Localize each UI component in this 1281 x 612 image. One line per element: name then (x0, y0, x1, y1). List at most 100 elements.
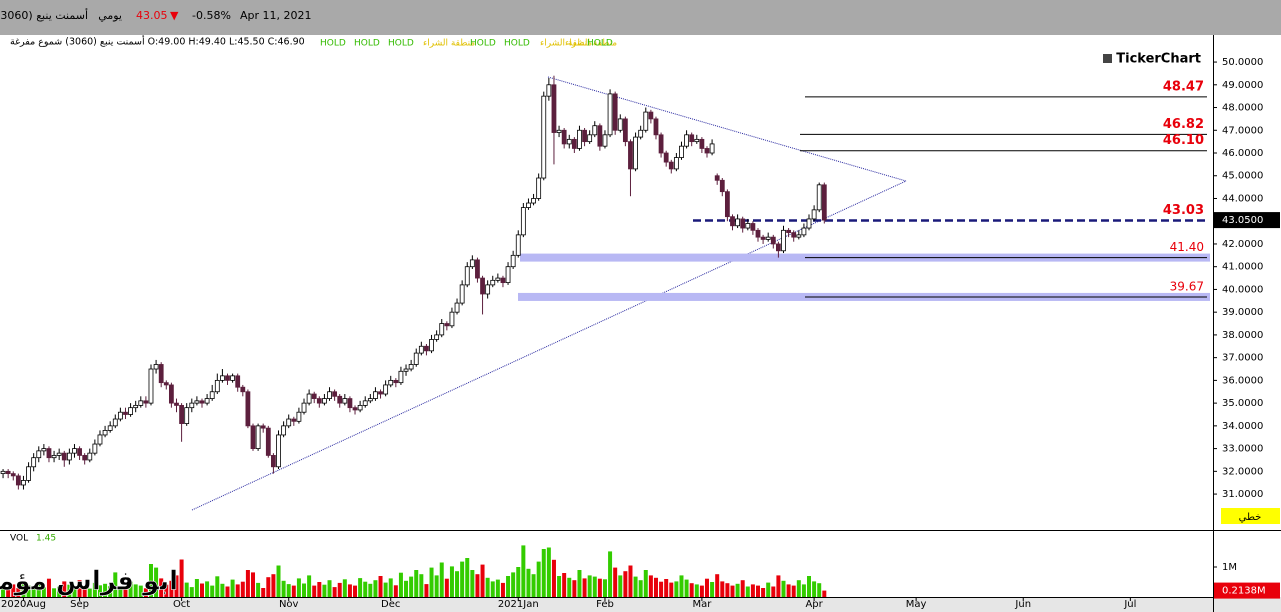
volume-bar (199, 583, 204, 597)
volume-bar (694, 584, 699, 597)
candle-body (531, 198, 536, 204)
volume-bar (240, 581, 245, 597)
y-tick-label: 45.0000 (1222, 171, 1263, 182)
volume-bar (230, 579, 235, 597)
candle-body (286, 418, 292, 427)
candle-body (194, 400, 200, 404)
candle-body (796, 234, 802, 238)
candle-body (220, 375, 225, 381)
candle-body (469, 259, 475, 268)
volume-bar (154, 567, 159, 597)
candle-body (551, 84, 557, 133)
volume-bar (449, 566, 454, 597)
volume-bar (388, 578, 393, 597)
candle-body (296, 411, 302, 422)
x-tick-label: Jul (1123, 599, 1136, 610)
candle-body (740, 218, 746, 229)
candle-body (464, 266, 470, 286)
volume-bar (133, 584, 138, 597)
volume-bar (378, 576, 383, 597)
candle-body (398, 370, 404, 384)
candle-body (454, 302, 460, 313)
volume-bar (643, 570, 648, 597)
x-tick-label: Apr (805, 599, 823, 610)
candle-body (204, 398, 210, 404)
candle-body (378, 391, 383, 395)
level-label: 43.03 (1163, 203, 1204, 218)
volume-bar (82, 587, 87, 597)
candle-body (117, 411, 123, 420)
candle-body (56, 452, 62, 456)
y-tick-label: 35.0000 (1222, 398, 1263, 409)
candle-body (230, 375, 236, 381)
candle-body (174, 402, 179, 406)
y-tick-label: 50.0000 (1222, 57, 1263, 68)
volume-bar (715, 574, 720, 597)
candle-body (648, 111, 654, 120)
candle-body (179, 404, 184, 424)
volume-bar (419, 574, 424, 597)
candle-body (133, 404, 139, 409)
volume-bar (740, 580, 745, 597)
candle-body (418, 345, 424, 354)
candle-body (536, 177, 542, 199)
volume-bar (184, 582, 189, 597)
candle-body (148, 368, 154, 404)
x-tick-label: 2020Aug (1, 599, 46, 610)
volume-bar (302, 583, 307, 597)
volume-bar (720, 581, 725, 597)
volume-bar (807, 576, 812, 597)
volume-bar (128, 581, 133, 597)
volume-bar (266, 577, 271, 597)
candle-body (643, 111, 649, 131)
volume-bar (817, 583, 822, 597)
candle-body (673, 157, 679, 170)
volume-bar (551, 559, 556, 597)
volume-bar (516, 567, 521, 597)
candle-body (357, 404, 363, 411)
volume-bar (179, 559, 184, 597)
candle-body (306, 393, 312, 404)
candle-body (724, 191, 730, 218)
candle-body (495, 277, 501, 281)
volume-bar (123, 589, 128, 597)
volume-bar (506, 576, 511, 597)
volume-bar (455, 571, 460, 597)
volume-bar (475, 574, 480, 597)
volume-bar (511, 572, 516, 597)
candle-body (240, 386, 246, 393)
candle-body (271, 455, 276, 468)
volume-bar (536, 561, 541, 597)
volume-bar (317, 582, 322, 597)
volume-bar (261, 588, 266, 597)
volume-bar (368, 583, 373, 597)
candle-body (592, 125, 598, 136)
volume-bar (103, 583, 108, 597)
volume-bar (791, 585, 796, 597)
candle-body (694, 138, 700, 143)
volume-bar (755, 585, 760, 597)
y-tick-label: 41.0000 (1222, 262, 1263, 273)
candle-body (449, 311, 455, 327)
mode-label: خطي (1239, 512, 1262, 523)
volume-bar (393, 585, 398, 597)
y-tick-label: 44.0000 (1222, 193, 1263, 204)
volume-bar (444, 578, 449, 597)
volume-bar (291, 585, 296, 597)
ohlc-info: أسمنت ينبع (3060) شموع مفرغة O:49.00 H:4… (10, 35, 305, 48)
candle-body (485, 284, 491, 295)
volume-bar (429, 567, 434, 597)
volume-bar (312, 585, 317, 597)
candle-body (663, 152, 669, 163)
x-tick-label: Mar (692, 599, 712, 610)
candle-body (367, 398, 373, 402)
candle-body (123, 411, 128, 415)
signal: منطقة الشراء (540, 39, 592, 49)
candle-body (403, 368, 409, 372)
x-tick-label: May (906, 599, 927, 610)
volume-bar (373, 580, 378, 597)
volume-bar (148, 564, 153, 597)
candle-body (582, 129, 587, 143)
